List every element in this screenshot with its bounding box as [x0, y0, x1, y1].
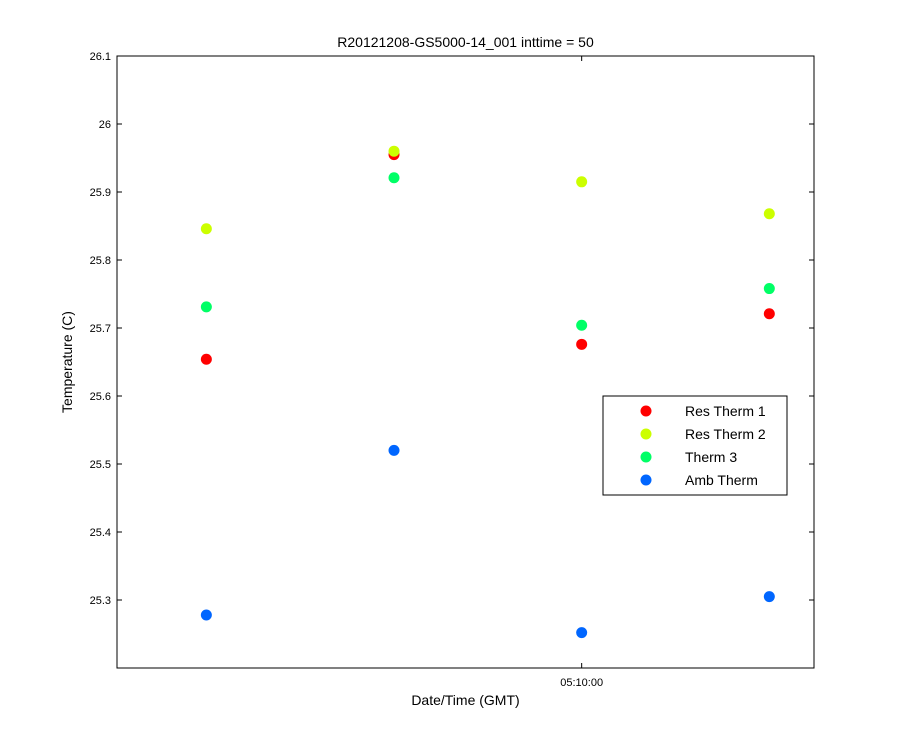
data-point [763, 283, 775, 295]
y-axis-label: Temperature (C) [59, 311, 75, 413]
legend-label: Amb Therm [685, 472, 758, 488]
y-tick-label: 25.7 [90, 323, 111, 335]
data-point [200, 353, 212, 365]
data-point [576, 627, 588, 639]
y-tick-label: 25.4 [90, 527, 111, 539]
y-axis: 25.3 25.4 25.5 25.6 25.7 25.8 25.9 26 26.1 [90, 51, 814, 607]
data-point [388, 145, 400, 157]
data-point [388, 444, 400, 456]
data-point [763, 591, 775, 603]
legend-marker [640, 451, 652, 463]
data-point [200, 223, 212, 235]
x-axis: 05:10:00 [560, 56, 603, 689]
legend-marker [640, 405, 652, 417]
legend-box [602, 395, 788, 496]
legend-marker [640, 474, 652, 486]
y-tick-label: 26.1 [90, 51, 111, 63]
data-point [763, 208, 775, 220]
y-tick-label: 26 [99, 119, 111, 131]
data-point [576, 176, 588, 188]
data-point [763, 308, 775, 320]
y-tick-label: 25.9 [90, 187, 111, 199]
data-point [576, 319, 588, 331]
data-point [576, 338, 588, 350]
data-points [200, 145, 775, 639]
data-point [200, 301, 212, 313]
legend: Res Therm 1 Res Therm 2 Therm 3 Amb Therm [602, 395, 788, 496]
legend-label: Res Therm 2 [685, 426, 766, 442]
y-tick-label: 25.3 [90, 595, 111, 607]
y-tick-label: 25.5 [90, 459, 111, 471]
chart-title: R20121208-GS5000-14_001 inttime = 50 [337, 34, 594, 50]
y-tick-label: 25.8 [90, 255, 111, 267]
plot-area [116, 55, 815, 669]
legend-marker [640, 428, 652, 440]
legend-label: Res Therm 1 [685, 403, 766, 419]
data-point [388, 172, 400, 184]
data-point [200, 609, 212, 621]
x-axis-label: Date/Time (GMT) [411, 692, 519, 708]
y-tick-label: 25.6 [90, 391, 111, 403]
x-tick-label: 05:10:00 [560, 677, 603, 689]
legend-label: Therm 3 [685, 449, 737, 465]
